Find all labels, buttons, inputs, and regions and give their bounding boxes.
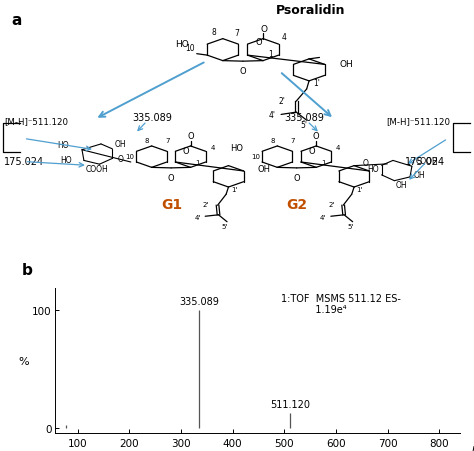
Text: G1: G1 <box>161 198 182 212</box>
Y-axis label: %: % <box>18 356 29 366</box>
Text: COOH: COOH <box>416 156 438 166</box>
Text: 1': 1' <box>356 187 363 193</box>
Text: O: O <box>168 174 174 182</box>
Text: 1:TOF  MSMS 511.12 ES-
           1.19e⁴: 1:TOF MSMS 511.12 ES- 1.19e⁴ <box>282 293 401 314</box>
Text: m/z: m/z <box>472 443 474 451</box>
Text: 5': 5' <box>347 223 354 229</box>
Text: [M-H]⁻511.120: [M-H]⁻511.120 <box>4 117 68 126</box>
Text: b: b <box>22 262 33 277</box>
Text: 7: 7 <box>291 138 295 144</box>
Text: 4: 4 <box>336 144 340 150</box>
Text: Psoralidin: Psoralidin <box>276 5 345 17</box>
Text: 1': 1' <box>313 79 320 88</box>
Text: 10: 10 <box>185 44 194 52</box>
Text: 10: 10 <box>251 154 260 160</box>
Text: 8: 8 <box>212 28 217 37</box>
Text: [M-H]⁻511.120: [M-H]⁻511.120 <box>386 117 450 126</box>
Text: 4': 4' <box>268 110 275 120</box>
Text: O: O <box>118 154 123 163</box>
Text: 1: 1 <box>268 50 273 59</box>
Text: 335.089: 335.089 <box>179 296 219 306</box>
Text: COOH: COOH <box>86 165 109 174</box>
Text: 175.024: 175.024 <box>405 157 446 167</box>
Text: 175.024: 175.024 <box>4 157 44 167</box>
Text: OH: OH <box>258 164 271 173</box>
Text: 5': 5' <box>301 120 308 129</box>
Text: 335.089: 335.089 <box>133 113 173 123</box>
Text: 335.089: 335.089 <box>284 113 324 123</box>
Text: O: O <box>240 67 246 76</box>
Text: O: O <box>182 147 189 156</box>
Text: 2': 2' <box>203 202 209 207</box>
Text: 1': 1' <box>231 187 237 193</box>
Text: G2: G2 <box>287 198 308 212</box>
Text: O: O <box>313 132 319 141</box>
Text: O: O <box>293 174 300 182</box>
Text: 4: 4 <box>210 144 215 150</box>
Text: HO: HO <box>60 156 72 165</box>
Text: 1: 1 <box>321 160 325 166</box>
Text: 1: 1 <box>195 160 200 166</box>
Text: 10: 10 <box>126 154 135 160</box>
Text: OH: OH <box>340 60 354 69</box>
Text: O: O <box>187 132 194 141</box>
Text: 511.120: 511.120 <box>270 399 310 410</box>
Text: 8: 8 <box>145 138 149 144</box>
Text: 2': 2' <box>279 97 286 106</box>
Text: OH: OH <box>414 171 426 180</box>
Text: O: O <box>261 25 267 34</box>
Text: 2': 2' <box>328 202 335 207</box>
Text: 7: 7 <box>235 28 239 37</box>
Text: O: O <box>308 147 315 156</box>
Text: O: O <box>255 38 262 47</box>
Text: HO: HO <box>230 144 243 153</box>
Text: OH: OH <box>395 181 407 189</box>
Text: 8: 8 <box>270 138 274 144</box>
Text: 4': 4' <box>320 215 326 221</box>
Text: HO: HO <box>175 40 189 49</box>
Text: O: O <box>363 159 368 168</box>
Text: 5': 5' <box>221 223 228 229</box>
Text: 4': 4' <box>194 215 201 221</box>
Text: OH: OH <box>115 140 127 149</box>
Text: HO: HO <box>367 164 379 173</box>
Text: HO: HO <box>57 141 69 149</box>
Text: 7: 7 <box>165 138 169 144</box>
Text: 4: 4 <box>282 33 287 42</box>
Text: a: a <box>12 13 22 28</box>
